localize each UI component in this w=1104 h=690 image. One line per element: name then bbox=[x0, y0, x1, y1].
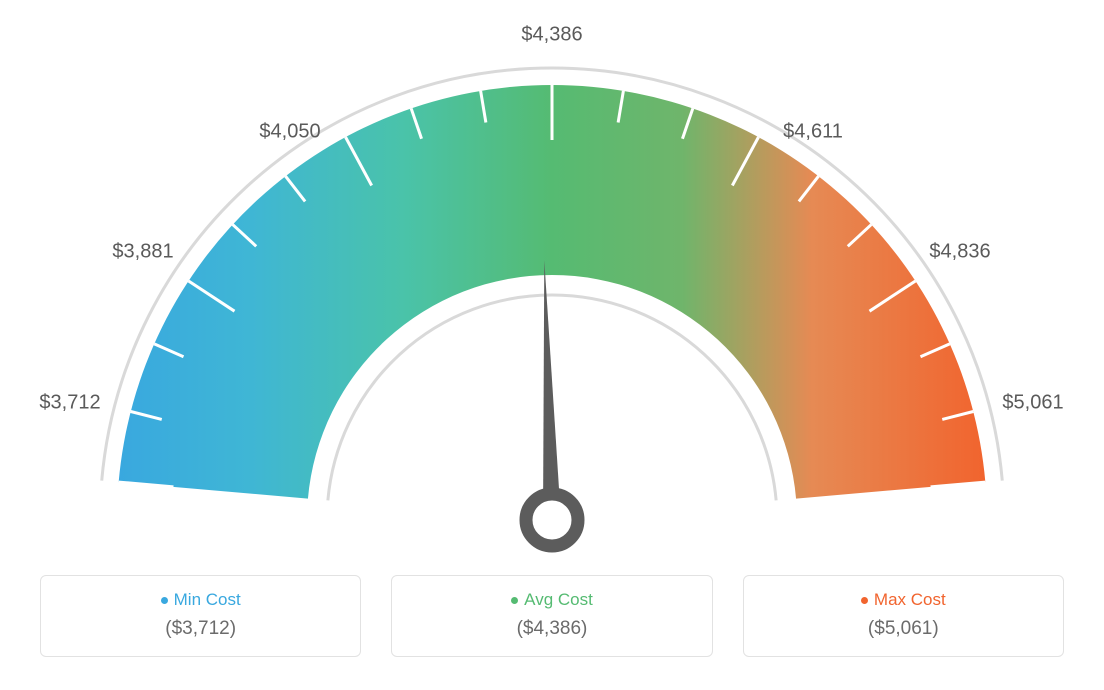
gauge-tick-label: $4,386 bbox=[521, 24, 582, 47]
legend-card-max: Max Cost ($5,061) bbox=[743, 575, 1064, 657]
gauge-tick-label: $4,836 bbox=[929, 241, 990, 264]
legend-dot-min bbox=[161, 597, 168, 604]
legend-value-max: ($5,061) bbox=[762, 618, 1045, 640]
legend-row: Min Cost ($3,712) Avg Cost ($4,386) Max … bbox=[40, 575, 1064, 657]
legend-label-min: Min Cost bbox=[174, 590, 241, 610]
gauge-tick-label: $3,712 bbox=[39, 392, 100, 415]
cost-gauge-chart: $3,712 $3,881 $4,050 $4,386 $4,611 $4,836 $5,0… bbox=[0, 0, 1104, 690]
gauge-svg bbox=[0, 0, 1104, 560]
gauge-tick-label: $3,881 bbox=[112, 241, 173, 264]
gauge-area: $3,712 $3,881 $4,050 $4,386 $4,611 $4,836 $5,0… bbox=[0, 0, 1104, 560]
legend-label-avg: Avg Cost bbox=[524, 590, 593, 610]
gauge-tick-label: $4,050 bbox=[259, 121, 320, 144]
legend-value-avg: ($4,386) bbox=[410, 618, 693, 640]
legend-card-min: Min Cost ($3,712) bbox=[40, 575, 361, 657]
legend-value-min: ($3,712) bbox=[59, 618, 342, 640]
gauge-tick-label: $4,611 bbox=[783, 121, 843, 144]
legend-title-min: Min Cost bbox=[161, 590, 241, 610]
legend-dot-avg bbox=[511, 597, 518, 604]
legend-card-avg: Avg Cost ($4,386) bbox=[391, 575, 712, 657]
legend-label-max: Max Cost bbox=[874, 590, 946, 610]
legend-dot-max bbox=[861, 597, 868, 604]
gauge-tick-label: $5,061 bbox=[1002, 392, 1063, 415]
legend-title-avg: Avg Cost bbox=[511, 590, 593, 610]
legend-title-max: Max Cost bbox=[861, 590, 946, 610]
